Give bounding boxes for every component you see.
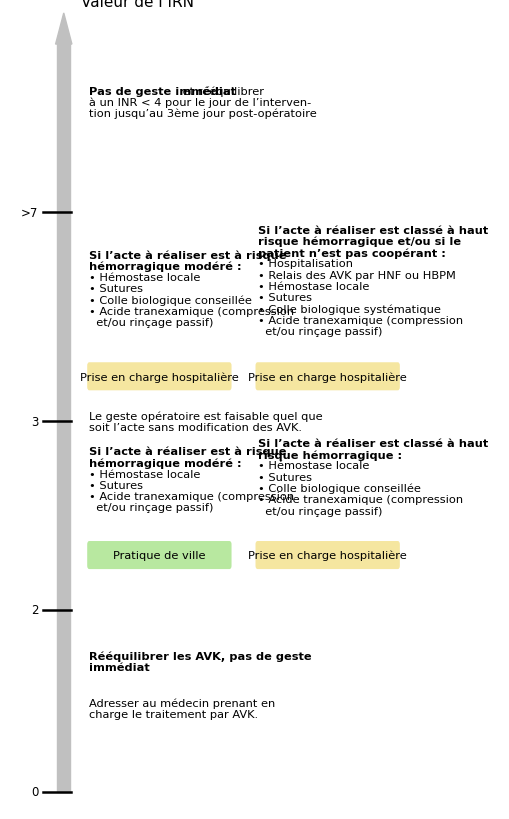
- Text: • Acide tranexamique (compression: • Acide tranexamique (compression: [257, 315, 462, 326]
- Text: soit l’acte sans modification des AVK.: soit l’acte sans modification des AVK.: [89, 423, 302, 432]
- Text: Adresser au médecin prenant en: Adresser au médecin prenant en: [89, 698, 275, 708]
- Text: charge le traitement par AVK.: charge le traitement par AVK.: [89, 709, 258, 719]
- Text: 2: 2: [31, 604, 38, 617]
- Text: • Hospitalisation: • Hospitalisation: [257, 259, 352, 269]
- Text: et/ou rinçage passif): et/ou rinçage passif): [257, 506, 381, 516]
- Bar: [57, 45, 70, 792]
- FancyBboxPatch shape: [255, 541, 399, 569]
- Text: • Acide tranexamique (compression: • Acide tranexamique (compression: [257, 495, 462, 505]
- Text: 3: 3: [31, 415, 38, 428]
- Polygon shape: [55, 14, 72, 45]
- Text: risque hémorragique et/ou si le: risque hémorragique et/ou si le: [257, 237, 460, 247]
- Text: >7: >7: [21, 206, 38, 219]
- Text: à un INR < 4 pour le jour de l’interven-: à un INR < 4 pour le jour de l’interven-: [89, 97, 311, 108]
- Text: risque hémorragique :: risque hémorragique :: [257, 450, 401, 460]
- Text: Prise en charge hospitalière: Prise en charge hospitalière: [248, 372, 406, 382]
- Text: Le geste opératoire est faisable quel que: Le geste opératoire est faisable quel qu…: [89, 411, 322, 422]
- Text: • Acide tranexamique (compression: • Acide tranexamique (compression: [89, 491, 294, 501]
- Text: Pas de geste immédiat: Pas de geste immédiat: [89, 86, 236, 97]
- Text: hémorragique modéré :: hémorragique modéré :: [89, 261, 241, 272]
- Text: tion jusqu’au 3ème jour post-opératoire: tion jusqu’au 3ème jour post-opératoire: [89, 109, 317, 119]
- Text: • Hémostase locale: • Hémostase locale: [257, 461, 368, 471]
- Text: • Sutures: • Sutures: [257, 472, 311, 482]
- Text: Rééquilibrer les AVK, pas de geste: Rééquilibrer les AVK, pas de geste: [89, 651, 312, 662]
- Text: Si l’acte à réaliser est à risque: Si l’acte à réaliser est à risque: [89, 250, 286, 260]
- FancyBboxPatch shape: [87, 541, 231, 569]
- Text: • Hémostase locale: • Hémostase locale: [89, 273, 200, 283]
- Text: et rééquilibrer: et rééquilibrer: [179, 86, 263, 97]
- Text: • Acide tranexamique (compression: • Acide tranexamique (compression: [89, 306, 294, 316]
- Text: • Colle biologique conseillée: • Colle biologique conseillée: [89, 295, 251, 305]
- Text: 0: 0: [31, 785, 38, 799]
- Text: patient n’est pas coopérant :: patient n’est pas coopérant :: [257, 248, 444, 258]
- Text: • Sutures: • Sutures: [89, 480, 143, 491]
- Text: Valeur de l’IRN: Valeur de l’IRN: [80, 0, 193, 10]
- Text: et/ou rinçage passif): et/ou rinçage passif): [257, 327, 381, 337]
- FancyBboxPatch shape: [255, 363, 399, 391]
- Text: immédiat: immédiat: [89, 663, 150, 672]
- FancyBboxPatch shape: [87, 363, 231, 391]
- Text: Si l’acte à réaliser est à risque: Si l’acte à réaliser est à risque: [89, 446, 286, 457]
- Text: • Colle biologique conseillée: • Colle biologique conseillée: [257, 483, 419, 494]
- Text: • Hémostase locale: • Hémostase locale: [89, 469, 200, 479]
- Text: • Relais des AVK par HNF ou HBPM: • Relais des AVK par HNF ou HBPM: [257, 270, 455, 280]
- Text: • Colle biologique systématique: • Colle biologique systématique: [257, 305, 440, 314]
- Text: Prise en charge hospitalière: Prise en charge hospitalière: [248, 550, 406, 561]
- Text: • Hémostase locale: • Hémostase locale: [257, 282, 368, 292]
- Text: Prise en charge hospitalière: Prise en charge hospitalière: [80, 372, 238, 382]
- Text: et/ou rinçage passif): et/ou rinçage passif): [89, 503, 213, 513]
- Text: Pratique de ville: Pratique de ville: [113, 550, 205, 560]
- Text: • Sutures: • Sutures: [257, 293, 311, 303]
- Text: hémorragique modéré :: hémorragique modéré :: [89, 458, 241, 468]
- Text: Si l’acte à réaliser est classé à haut: Si l’acte à réaliser est classé à haut: [257, 225, 487, 235]
- Text: Si l’acte à réaliser est classé à haut: Si l’acte à réaliser est classé à haut: [257, 438, 487, 448]
- Text: • Sutures: • Sutures: [89, 283, 143, 294]
- Text: et/ou rinçage passif): et/ou rinçage passif): [89, 318, 213, 328]
